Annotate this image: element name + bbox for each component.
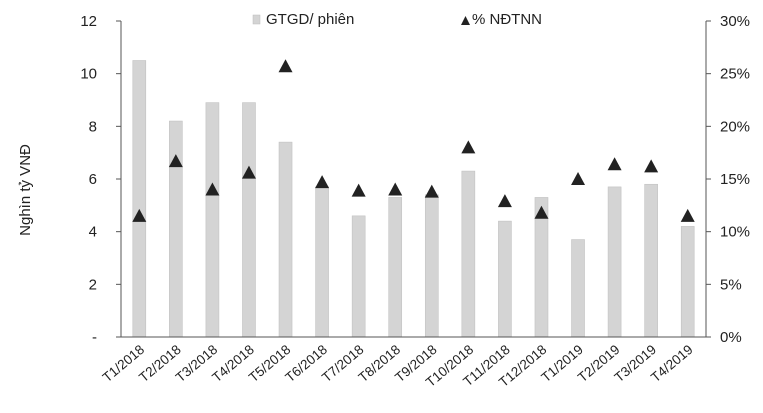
triangle-marker bbox=[388, 182, 403, 196]
markers-layer bbox=[132, 59, 695, 222]
triangle-marker bbox=[497, 194, 512, 208]
left-tick-label: 4 bbox=[89, 224, 97, 241]
legend-bar-label: GTGD/ phiên bbox=[266, 11, 354, 28]
right-tick-label: 0% bbox=[720, 329, 742, 346]
bar bbox=[607, 186, 622, 338]
bar bbox=[424, 194, 439, 338]
bar bbox=[205, 102, 220, 338]
legend-triangle-swatch bbox=[461, 16, 470, 25]
bar bbox=[644, 183, 658, 338]
bar bbox=[388, 197, 403, 338]
triangle-marker bbox=[241, 165, 256, 179]
left-tick-label: 12 bbox=[80, 13, 97, 30]
left-tick-label: 8 bbox=[89, 118, 97, 135]
bar bbox=[498, 220, 512, 338]
triangle-marker bbox=[351, 183, 366, 197]
bars-layer bbox=[132, 60, 695, 338]
triangle-marker bbox=[168, 154, 183, 168]
triangle-marker bbox=[461, 140, 476, 154]
bar bbox=[169, 120, 183, 338]
bar bbox=[461, 170, 476, 338]
triangle-marker bbox=[205, 182, 220, 196]
bar bbox=[242, 102, 256, 338]
triangle-marker bbox=[680, 208, 695, 222]
right-tick-label: 15% bbox=[720, 171, 750, 188]
bar bbox=[351, 215, 366, 338]
bar bbox=[278, 141, 293, 338]
legend-bar-swatch bbox=[252, 14, 261, 25]
triangle-marker bbox=[607, 157, 622, 171]
triangle-marker bbox=[571, 172, 586, 185]
triangle-marker bbox=[534, 205, 549, 219]
triangle-marker bbox=[278, 59, 293, 73]
right-tick-label: 20% bbox=[720, 118, 750, 135]
right-tick-label: 25% bbox=[720, 66, 750, 83]
y-axis-title: Nghìn tỷ VNĐ bbox=[17, 144, 34, 236]
x-axis-ticks: T1/2018T2/2018T3/2018T4/2018T5/2018T6/20… bbox=[100, 342, 696, 390]
triangle-marker bbox=[644, 159, 659, 173]
bar bbox=[315, 186, 329, 338]
bar bbox=[132, 60, 147, 338]
left-tick-label: - bbox=[92, 329, 97, 346]
right-tick-label: 10% bbox=[720, 224, 750, 241]
legend: GTGD/ phiên % NĐTNN bbox=[252, 11, 542, 28]
bar bbox=[680, 226, 695, 338]
legend-triangle-label: % NĐTNN bbox=[472, 11, 542, 28]
triangle-marker bbox=[132, 208, 147, 222]
left-tick-label: 10 bbox=[80, 66, 97, 83]
left-axis-ticks: - 2 4 6 8 10 12 bbox=[80, 13, 121, 346]
triangle-marker bbox=[315, 175, 330, 189]
right-axis-ticks: 0% 5% 10% 15% 20% 25% 30% bbox=[706, 13, 750, 346]
right-tick-label: 30% bbox=[720, 13, 750, 30]
triangle-marker bbox=[424, 184, 439, 198]
bar bbox=[571, 239, 585, 338]
left-tick-label: 6 bbox=[89, 171, 97, 188]
x-tick-label: T4/2019 bbox=[648, 342, 696, 385]
left-tick-label: 2 bbox=[89, 276, 97, 293]
right-tick-label: 5% bbox=[720, 276, 742, 293]
